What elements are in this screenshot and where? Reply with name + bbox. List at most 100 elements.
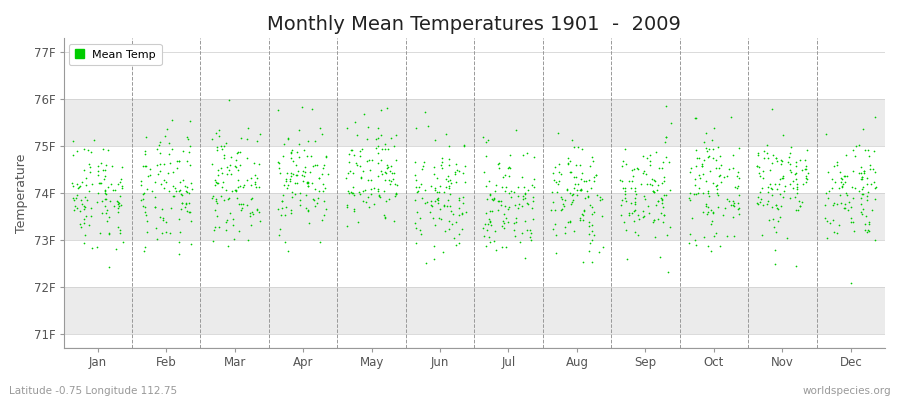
Point	[222, 166, 237, 173]
Point	[562, 160, 576, 166]
Point	[711, 204, 725, 210]
Point	[157, 176, 171, 183]
Point	[382, 196, 397, 203]
Point	[627, 195, 642, 201]
Point	[842, 198, 856, 205]
Bar	[64, 193, 885, 240]
Point	[476, 224, 491, 231]
Point	[302, 206, 316, 213]
Point	[69, 195, 84, 202]
Point	[297, 173, 311, 180]
Point	[345, 146, 359, 153]
Point	[113, 230, 128, 236]
Point	[643, 158, 657, 164]
Point	[274, 204, 289, 211]
Point	[302, 220, 317, 226]
Title: Monthly Mean Temperatures 1901  -  2009: Monthly Mean Temperatures 1901 - 2009	[267, 15, 681, 34]
Point	[249, 138, 264, 145]
Point	[561, 155, 575, 161]
Point	[214, 184, 229, 190]
Point	[221, 243, 236, 250]
Point	[408, 159, 422, 165]
Point	[789, 158, 804, 165]
Point	[389, 190, 403, 197]
Point	[363, 166, 377, 173]
Point	[732, 175, 746, 182]
Point	[557, 197, 572, 204]
Point	[211, 200, 225, 206]
Point	[71, 185, 86, 191]
Point	[112, 203, 126, 209]
Point	[73, 208, 87, 214]
Point	[846, 147, 860, 153]
Point	[272, 165, 286, 171]
Point	[702, 193, 716, 200]
Point	[830, 229, 844, 236]
Point	[244, 175, 258, 181]
Point	[656, 174, 670, 180]
Point	[361, 177, 375, 184]
Bar	[64, 240, 885, 287]
Point	[846, 195, 860, 202]
Point	[251, 209, 266, 216]
Point	[834, 184, 849, 190]
Point	[854, 201, 868, 208]
Point	[379, 170, 393, 176]
Point	[769, 228, 783, 235]
Point	[452, 197, 466, 203]
Point	[526, 216, 541, 222]
Point	[356, 168, 370, 174]
Point	[102, 231, 116, 237]
Point	[216, 154, 230, 161]
Point	[356, 188, 371, 194]
Point	[234, 134, 248, 141]
Point	[316, 188, 330, 194]
Point	[549, 179, 563, 185]
Point	[822, 188, 836, 194]
Point	[581, 177, 596, 183]
Point	[788, 171, 802, 177]
Point	[650, 187, 664, 193]
Point	[428, 222, 442, 228]
Point	[317, 198, 331, 204]
Point	[252, 161, 266, 168]
Point	[172, 250, 186, 257]
Point	[308, 186, 322, 192]
Point	[100, 207, 114, 213]
Point	[500, 219, 515, 225]
Point	[139, 163, 153, 170]
Point	[233, 162, 248, 168]
Point	[615, 163, 629, 170]
Point	[774, 203, 788, 209]
Point	[696, 208, 710, 215]
Point	[788, 193, 802, 200]
Point	[840, 192, 854, 199]
Point	[271, 206, 285, 212]
Point	[317, 212, 331, 218]
Point	[346, 170, 360, 176]
Point	[311, 195, 326, 201]
Point	[508, 202, 522, 208]
Point	[212, 167, 226, 173]
Point	[788, 163, 803, 169]
Point	[340, 125, 355, 132]
Point	[434, 162, 448, 169]
Point	[442, 183, 456, 190]
Point	[450, 167, 464, 173]
Point	[78, 231, 93, 238]
Point	[554, 206, 569, 212]
Point	[105, 187, 120, 194]
Point	[296, 168, 310, 174]
Point	[433, 206, 447, 213]
Point	[344, 189, 358, 196]
Point	[249, 206, 264, 212]
Point	[773, 191, 788, 197]
Point	[628, 207, 643, 214]
Point	[243, 213, 257, 219]
Point	[92, 180, 106, 186]
Point	[378, 177, 392, 183]
Point	[546, 226, 561, 232]
Point	[111, 224, 125, 230]
Point	[434, 216, 448, 222]
Point	[618, 195, 633, 201]
